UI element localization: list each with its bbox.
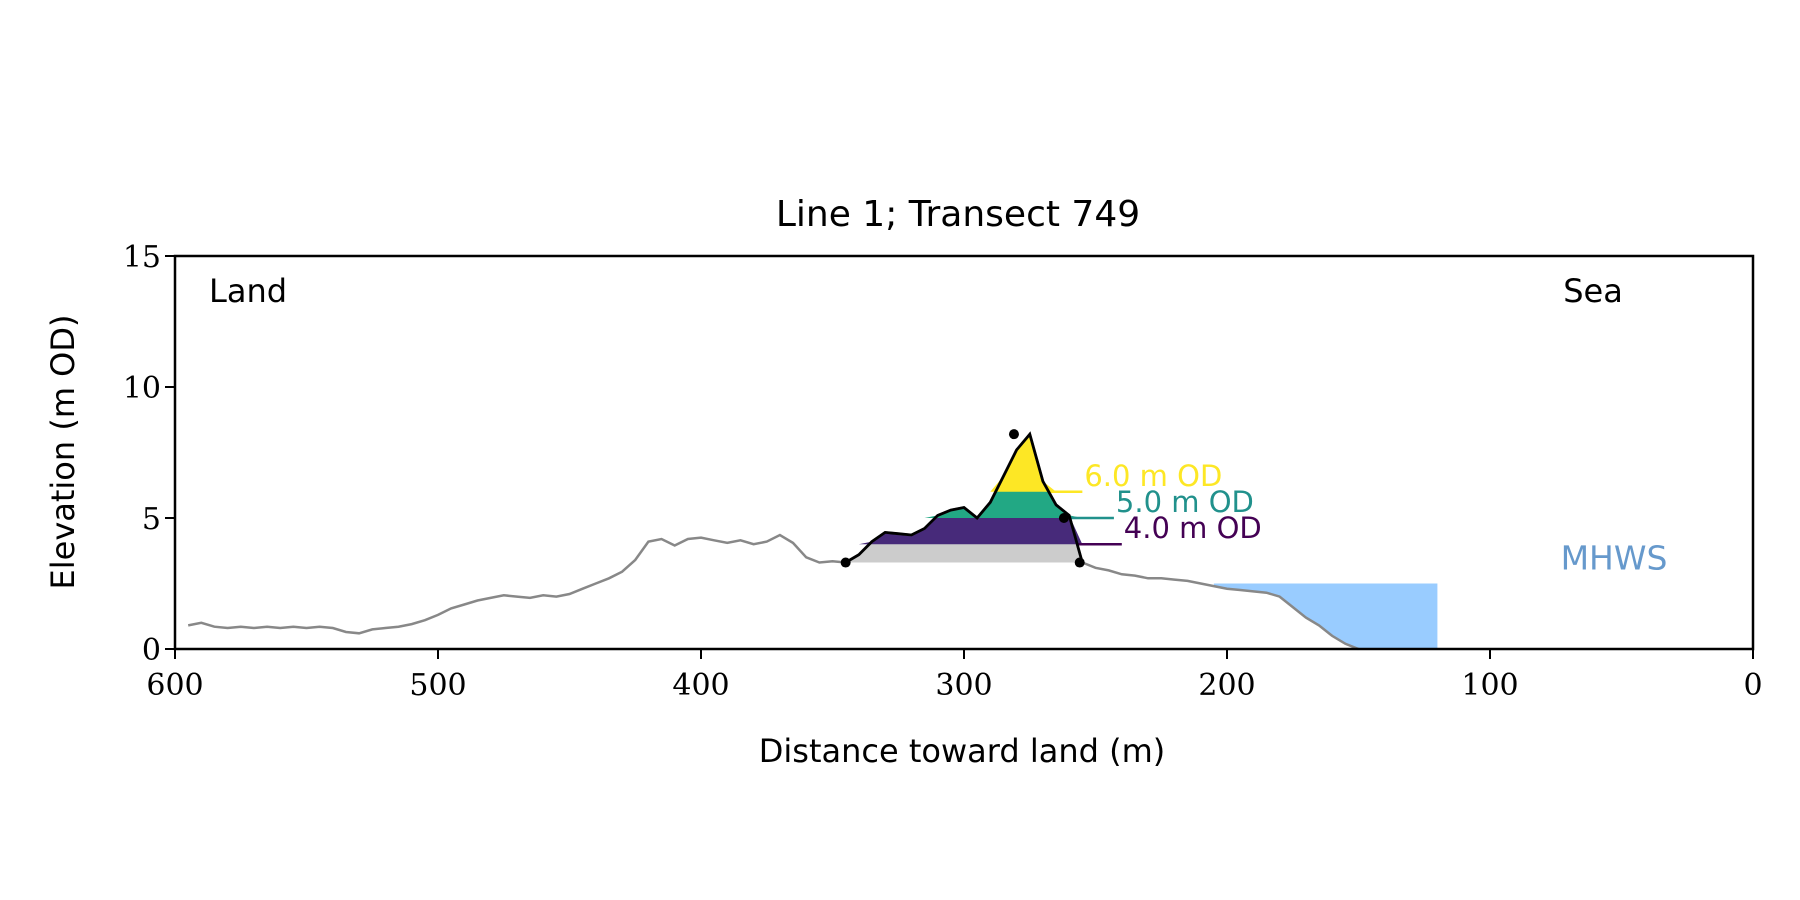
corner-label-land: Land [209, 272, 287, 310]
dune-band-5m [845, 434, 1083, 518]
dune-outline [844, 431, 1084, 564]
dune-band-6m [845, 434, 1083, 492]
x-tick-label: 400 [672, 668, 729, 703]
threshold-label: 5.0 m OD [1116, 485, 1254, 519]
x-tick-label: 300 [935, 668, 992, 703]
y-tick-label: 15 [123, 240, 161, 275]
x-tick-label: 100 [1461, 668, 1518, 703]
x-tick-label: 200 [1198, 668, 1255, 703]
y-tick-label: 10 [123, 371, 161, 406]
y-tick-label: 0 [142, 633, 161, 668]
dune-point [1058, 513, 1069, 523]
corner-label-sea: Sea [1563, 272, 1623, 310]
y-tick-label: 5 [142, 502, 161, 537]
mhws-water-area [1213, 583, 1438, 649]
axis-ticks: 600 500 400 300 200 100 0 0 5 10 15 [123, 240, 1763, 703]
x-tick-label: 0 [1743, 668, 1762, 703]
profile-line [187, 431, 1359, 651]
mhws-label: MHWS [1561, 539, 1668, 578]
axes-frame [173, 254, 1755, 651]
dune-point [1074, 557, 1085, 568]
dune-point [1008, 429, 1019, 440]
x-axis-label: Distance toward land (m) [759, 732, 1165, 770]
x-tick-label: 500 [409, 668, 466, 703]
chart-title: Line 1; Transect 749 [776, 194, 1140, 235]
x-tick-label: 600 [146, 668, 203, 703]
y-axis-label: Elevation (m OD) [44, 315, 82, 590]
threshold-label: 6.0 m OD [1084, 459, 1222, 493]
plot-area: 6.0 m OD5.0 m OD4.0 m OD MHWS [187, 429, 1668, 651]
dune-point [840, 557, 851, 568]
threshold-label: 4.0 m OD [1124, 511, 1262, 545]
